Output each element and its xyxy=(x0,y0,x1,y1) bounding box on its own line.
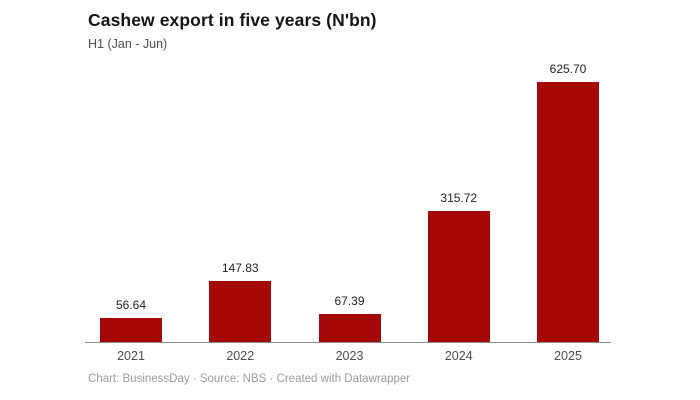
attribution-footer: Chart: BusinessDay · Source: NBS · Creat… xyxy=(88,373,411,385)
value-label-2025: 625.70 xyxy=(549,62,587,76)
x-tick-2022: 2022 xyxy=(226,349,255,363)
value-label-2022: 147.83 xyxy=(221,261,259,275)
plot-area: 56.64 147.83 67.39 315.72 625.70 xyxy=(85,62,611,343)
bar-2022 xyxy=(209,281,272,342)
bar-2021 xyxy=(100,318,162,342)
chart-title: Cashew export in five years (N'bn) xyxy=(88,10,377,30)
chart-subtitle: H1 (Jan - Jun) xyxy=(88,37,168,51)
value-label-2024: 315.72 xyxy=(440,191,478,205)
bar-2025 xyxy=(537,82,599,342)
value-label-2023: 67.39 xyxy=(334,294,365,308)
x-tick-2024: 2024 xyxy=(444,349,473,363)
x-tick-2023: 2023 xyxy=(335,349,364,363)
value-label-2021: 56.64 xyxy=(115,298,147,312)
x-tick-2025: 2025 xyxy=(554,349,582,363)
bar-2024 xyxy=(427,211,490,342)
x-tick-2021: 2021 xyxy=(117,349,145,363)
bar-2023 xyxy=(318,314,381,342)
